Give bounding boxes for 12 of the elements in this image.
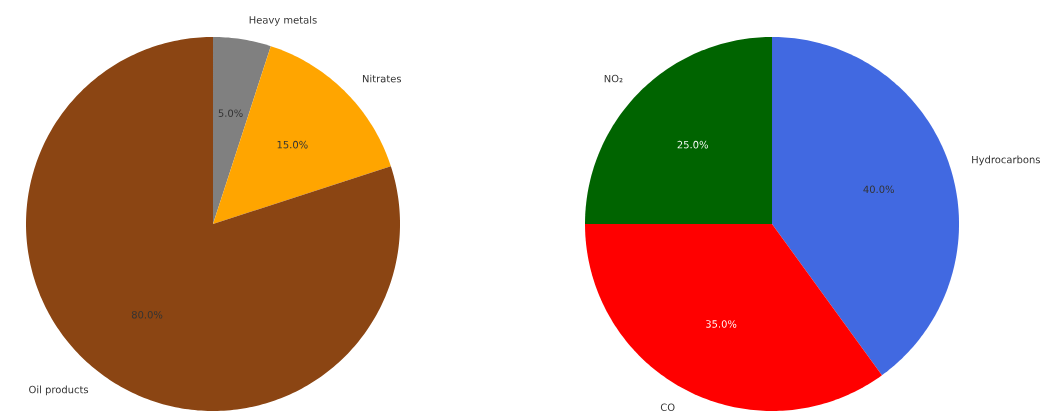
slice-label: NO₂	[604, 74, 623, 83]
slice-label: Hydrocarbons	[972, 155, 1040, 166]
data-label: 35.0%	[706, 320, 737, 328]
slice-label: Oil products	[29, 385, 89, 396]
data-label: 80.0%	[131, 310, 163, 319]
data-label: 5.0%	[218, 109, 243, 117]
slice-label: CO	[660, 403, 675, 411]
data-label: 15.0%	[277, 140, 308, 149]
slice-label: Nitrates	[362, 74, 402, 83]
slice-label: Heavy metals	[249, 15, 317, 26]
data-label: 25.0%	[677, 140, 708, 149]
data-label: 40.0%	[863, 185, 894, 193]
